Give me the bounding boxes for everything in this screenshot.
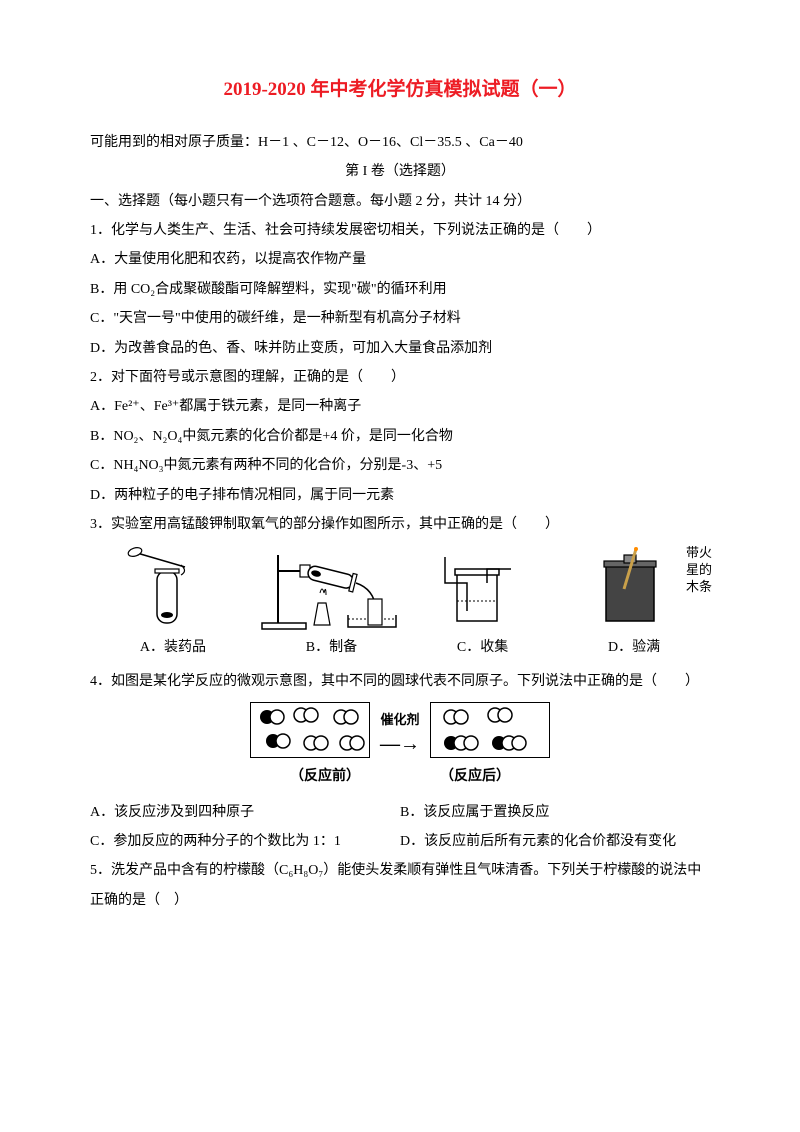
q3-label-row: A．装药品 B．制备 C．收集 D．验满 [90,633,710,662]
q4-arrow: 催化剂 ―→ [380,706,420,753]
section-1-heading: 一、选择题（每小题只有一个选项符合题意。每小题 2 分，共计 14 分） [90,187,710,216]
q3-fig-c [400,545,555,631]
q4-opts-row1: A．该反应涉及到四种原子 B．该反应属于置换反应 [90,798,710,827]
catalyst-label: 催化剂 [380,706,419,733]
q4-reaction-row: 催化剂 ―→ [90,702,710,758]
q4-opt-d: D．该反应前后所有元素的化合价都没有变化 [400,827,710,856]
q4-before-label: （反应前） [290,762,360,791]
apparatus-a-icon [123,545,213,631]
q1-stem: 1．化学与人类生产、生活、社会可持续发展密切相关，下列说法正确的是（ ） [90,216,710,245]
reaction-after-icon [431,703,551,759]
q3-figure-row: 带火星的木条 [90,545,710,631]
q3-opt-c: C．收集 [457,633,508,662]
q1-opt-b: B．用 CO₂合成聚碳酸酯可降解塑料，实现"碳"的循环利用 [90,275,710,304]
q2-opt-c: C．NH₄NO₃中氮元素有两种不同的化合价，分别是-3、+5 [90,451,710,480]
arrow-icon: ―→ [380,734,420,754]
part-heading: 第 I 卷（选择题） [90,157,710,186]
q4-opts-row2: C．参加反应的两种分子的个数比为 1：1 D．该反应前后所有元素的化合价都没有变… [90,827,710,856]
q3-fig-b [245,545,400,631]
q3-opt-a: A．装药品 [140,633,206,662]
q4-opt-c: C．参加反应的两种分子的个数比为 1：1 [90,827,400,856]
q3-stem: 3．实验室用高锰酸钾制取氧气的部分操作如图所示，其中正确的是（ ） [90,510,710,539]
page-title: 2019-2020 年中考化学仿真模拟试题（一） [90,70,710,110]
q5-stem: 5．洗发产品中含有的柠檬酸（C₆H₈O₇）能使头发柔顺有弹性且气味清香。下列关于… [90,856,710,915]
q4-stem: 4．如图是某化学反应的微观示意图，其中不同的圆球代表不同原子。下列说法中正确的是… [90,667,710,696]
q2-opt-d: D．两种粒子的电子排布情况相同，属于同一元素 [90,481,710,510]
atomic-masses: 可能用到的相对原子质量：H－1 、C－12、O－16、Cl－35.5 、Ca－4… [90,128,710,157]
apparatus-d-icon [588,545,678,631]
q4-opt-b: B．该反应属于置换反应 [400,798,710,827]
q1-opt-d: D．为改善食品的色、香、味并防止变质，可加入大量食品添加剂 [90,334,710,363]
q3-fig-d-annotation: 带火星的木条 [686,545,716,596]
reaction-before-icon [251,703,371,759]
q4-before-box [250,702,370,758]
q2-opt-a: A．Fe²⁺、Fe³⁺都属于铁元素，是同一种离子 [90,392,710,421]
q4-box-labels: （反应前） （反应后） [90,762,710,791]
apparatus-c-icon [433,545,523,631]
q4-after-label: （反应后） [440,762,510,791]
apparatus-b-icon [248,545,398,631]
q1-opt-c: C．"天宫一号"中使用的碳纤维，是一种新型有机高分子材料 [90,304,710,333]
q4-opt-a: A．该反应涉及到四种原子 [90,798,400,827]
q3-fig-a [90,545,245,631]
q3-fig-d: 带火星的木条 [555,545,710,631]
q2-opt-b: B．NO₂、N₂O₄中氮元素的化合价都是+4 价，是同一化合物 [90,422,710,451]
q2-stem: 2．对下面符号或示意图的理解，正确的是（ ） [90,363,710,392]
q4-after-box [430,702,550,758]
q3-opt-d: D．验满 [608,633,660,662]
q3-opt-b: B．制备 [306,633,357,662]
q1-opt-a: A．大量使用化肥和农药，以提高农作物产量 [90,245,710,274]
